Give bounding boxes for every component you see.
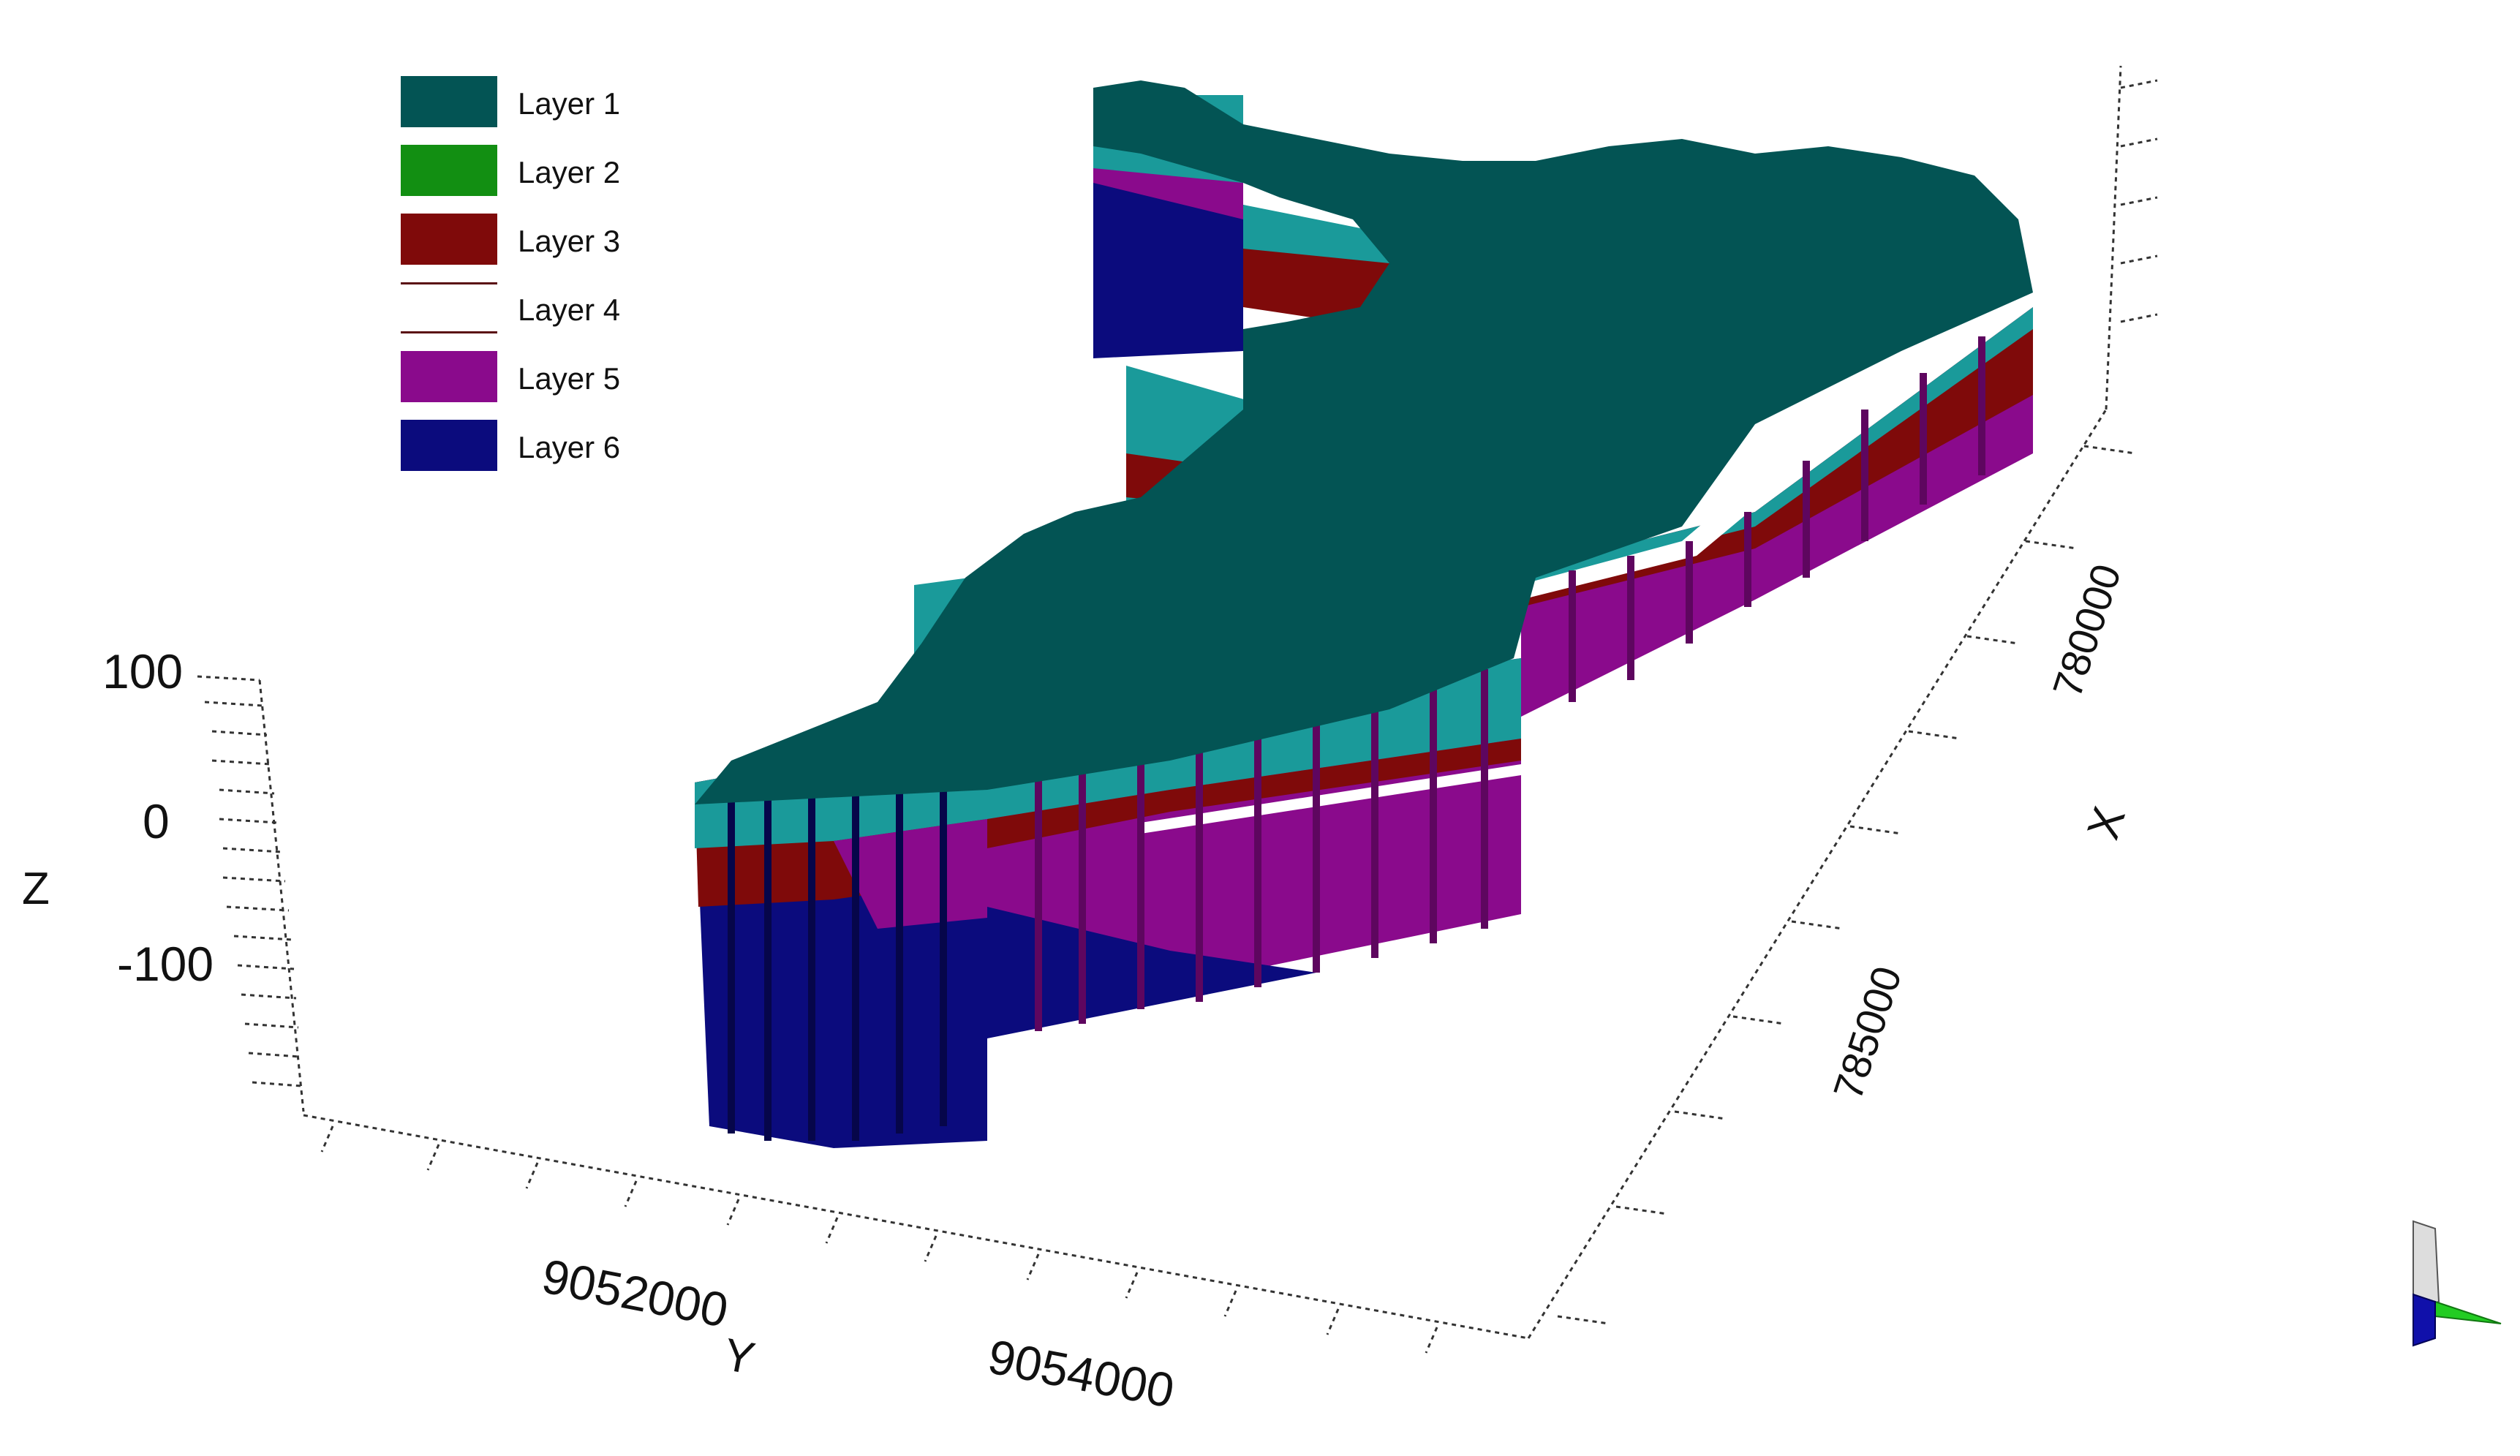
- x-axis: [1527, 65, 2158, 1339]
- model-top-surface: [695, 80, 2033, 804]
- legend-swatch: [401, 282, 497, 333]
- axis-triad-icon: [2413, 1220, 2502, 1347]
- legend-label: Layer 3: [518, 224, 621, 258]
- y-axis: [303, 1114, 1529, 1354]
- legend-label: Layer 2: [518, 155, 621, 189]
- z-tick-label: 0: [143, 794, 170, 848]
- legend-label: Layer 6: [518, 430, 621, 464]
- legend-label: Layer 1: [518, 86, 621, 121]
- legend-item-layer-3: Layer 3: [401, 214, 679, 265]
- legend-label: Layer 5: [518, 361, 621, 396]
- legend-swatch: [401, 420, 497, 471]
- z-tick-label: 100: [102, 644, 184, 698]
- legend-item-layer-6: Layer 6: [401, 420, 679, 471]
- legend-item-layer-1: Layer 1: [401, 76, 679, 127]
- legend-swatch: [401, 76, 497, 127]
- z-axis: [197, 675, 305, 1112]
- legend-swatch: [401, 351, 497, 402]
- z-tick-label: -100: [117, 937, 214, 991]
- z-axis-label: Z: [22, 864, 50, 914]
- legend-item-layer-2: Layer 2: [401, 145, 679, 196]
- legend-swatch: [401, 214, 497, 265]
- legend-swatch: [401, 145, 497, 196]
- legend-label: Layer 4: [518, 293, 621, 327]
- legend-item-layer-5: Layer 5: [401, 351, 679, 402]
- legend-item-layer-4: Layer 4: [401, 282, 679, 333]
